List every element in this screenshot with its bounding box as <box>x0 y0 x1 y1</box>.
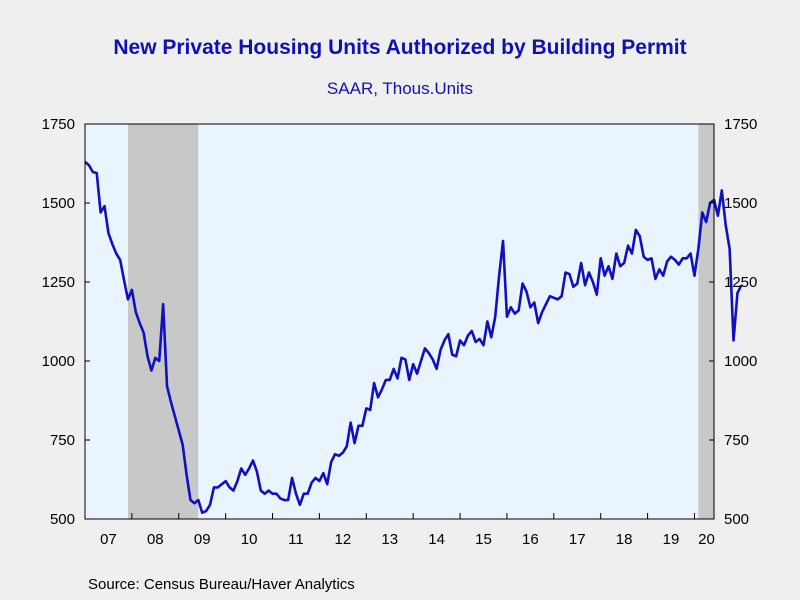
x-tick-label: 20 <box>698 531 715 548</box>
x-tick-label: 19 <box>663 531 680 548</box>
x-tick-label: 10 <box>241 531 258 548</box>
y-tick-label-right: 500 <box>724 511 749 528</box>
x-tick-label: 13 <box>381 531 398 548</box>
x-tick-label: 14 <box>428 531 445 548</box>
y-tick-label-left: 750 <box>50 432 75 449</box>
x-tick-label: 11 <box>288 531 304 548</box>
y-tick-label-left: 1250 <box>42 274 75 291</box>
axes: 500 500 750 750 1000 1000 1250 1250 1500 1500 1750… <box>42 116 758 548</box>
x-tick-label: 07 <box>100 531 117 548</box>
y-tick-label-left: 1000 <box>42 353 75 370</box>
x-tick-label: 12 <box>335 531 352 548</box>
x-tick-label: 17 <box>569 531 586 548</box>
y-tick-label-left: 1500 <box>42 195 75 212</box>
chart-title: New Private Housing Units Authorized by … <box>113 36 687 59</box>
x-tick-label: 08 <box>147 531 164 548</box>
y-tick-label-right: 1750 <box>724 116 757 133</box>
x-tick-label: 18 <box>616 531 633 548</box>
y-tick-label-right: 1000 <box>724 353 757 370</box>
y-tick-label-right: 1500 <box>724 195 757 212</box>
x-tick-label: 09 <box>194 531 211 548</box>
plot-frame <box>84 123 715 520</box>
source-note: Source: Census Bureau/Haver Analytics <box>88 576 355 593</box>
x-tick-label: 16 <box>522 531 539 548</box>
y-tick-label-right: 1250 <box>724 274 757 291</box>
series-layer <box>84 160 743 514</box>
y-tick-label-right: 750 <box>724 432 749 449</box>
y-tick-label-left: 1750 <box>42 116 75 133</box>
x-tick-label: 15 <box>475 531 492 548</box>
chart-subtitle: SAAR, Thous.Units <box>326 79 474 98</box>
y-tick-label-left: 500 <box>50 511 75 528</box>
recession-band-2 <box>698 124 714 519</box>
series-line-1 <box>84 160 743 514</box>
